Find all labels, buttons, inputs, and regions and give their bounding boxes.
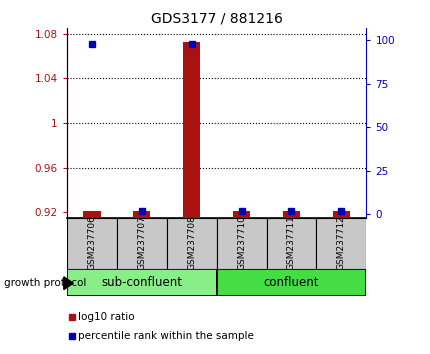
- Text: log10 ratio: log10 ratio: [77, 312, 134, 322]
- Bar: [83, 211, 100, 218]
- Bar: [166, 218, 216, 269]
- Bar: [67, 269, 216, 296]
- Bar: [266, 218, 316, 269]
- Text: confluent: confluent: [263, 276, 319, 289]
- Bar: [216, 218, 266, 269]
- Bar: [117, 218, 166, 269]
- Bar: [232, 211, 250, 218]
- Text: GSM237712: GSM237712: [336, 215, 345, 270]
- Bar: [216, 269, 366, 296]
- Text: GSM237708: GSM237708: [187, 215, 196, 270]
- Text: GSM237711: GSM237711: [286, 215, 295, 270]
- Text: percentile rank within the sample: percentile rank within the sample: [77, 331, 253, 341]
- Text: growth protocol: growth protocol: [4, 278, 86, 288]
- Text: GSM237706: GSM237706: [87, 215, 96, 270]
- Bar: [67, 218, 117, 269]
- Bar: [182, 42, 200, 218]
- Bar: [282, 211, 300, 218]
- Text: GSM237707: GSM237707: [137, 215, 146, 270]
- Bar: [132, 211, 150, 218]
- Bar: [332, 211, 349, 218]
- Text: sub-confluent: sub-confluent: [101, 276, 182, 289]
- Title: GDS3177 / 881216: GDS3177 / 881216: [150, 12, 282, 26]
- Bar: [316, 218, 366, 269]
- Text: GSM237710: GSM237710: [237, 215, 246, 270]
